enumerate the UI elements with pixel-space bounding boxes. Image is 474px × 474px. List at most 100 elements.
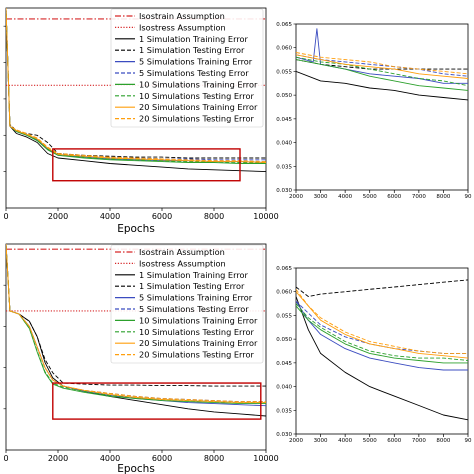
plot-area [296,279,468,421]
series-5-simulations-training-error [296,300,468,371]
x-tick-label: 4000 [338,194,352,200]
x-tick-label: 8000 [436,438,450,444]
legend-label: 10 Simulations Training Error [139,79,258,89]
series-20-simulations-testing-error [296,289,468,354]
y-tick-label: 0.045 [276,117,292,123]
plot-frame [5,7,267,209]
chart-panel-top-zoom: 2000 3000 4000 5000 6000 7000 8000 90 0.030 0.035… [276,22,472,200]
series-5-simulations-testing-error [296,300,468,354]
series-20-simulations-testing-error [6,244,266,403]
x-tick-label: 2000 [289,194,303,200]
series-5-simulations-testing-error [296,54,468,77]
legend-label: 20 Simulations Testing Error [139,350,254,360]
chart-panel-top-main: 0 2000 4000 6000 8000 10000 Epochs Isostrain As… [3,7,279,235]
series-10-simulations-testing-error [6,244,266,404]
series-10-simulations-testing-error [296,56,468,87]
x-tick-label: 4000 [338,438,352,444]
y-tick-label: 0.050 [276,337,292,343]
x-tick-label: 8000 [204,212,224,221]
y-tick-label: 0.060 [276,46,292,52]
legend-box [110,244,264,364]
legend-label: 5 Simulations Training Error [139,57,253,67]
x-tick-label: 90 [465,194,472,200]
x-tick-label: 3000 [314,194,328,200]
plot-frame [295,23,469,191]
legend-label: 5 Simulations Training Error [139,293,253,303]
y-tick-label: 0.040 [276,385,292,391]
zoom-region-box [52,382,262,420]
legend-label: 1 Simulation Testing Error [139,45,245,55]
x-tick-label: 2000 [289,438,303,444]
legend-label: 20 Simulations Training Error [139,338,258,348]
x-tick-label: 6000 [152,454,172,463]
y-tick-label: 0.055 [276,313,292,319]
x-tick-label: 10000 [253,212,278,221]
x-tick-label: 3000 [314,438,328,444]
legend-box [110,8,264,128]
series-1-simulation-testing-error [296,59,468,70]
x-tick-label: 8000 [204,454,224,463]
plot-area [296,28,468,101]
plot-frame [295,267,469,435]
series-20-simulations-training-error [296,291,468,359]
series-20-simulations-testing-error [6,8,266,163]
legend-label: 5 Simulations Testing Error [139,304,249,314]
x-tick-label: 0 [3,454,8,463]
legend-label: 1 Simulation Training Error [139,270,249,280]
legend-label: Isostress Assumption [139,258,226,268]
y-tick-label: 0.065 [276,22,292,28]
y-tick-label: 0.065 [276,266,292,272]
x-tick-label: 7000 [412,438,426,444]
series-5-simulations-training-error [296,28,468,84]
x-tick-label: 2000 [48,212,68,221]
series-1-simulation-training-error [296,70,468,101]
plot-frame [5,243,267,451]
legend-label: 1 Simulation Training Error [139,34,249,44]
x-tick-label: 5000 [363,194,377,200]
series-10-simulations-training-error [296,59,468,91]
legend-label: Isostrain Assumption [139,11,225,21]
x-tick-label: 6000 [387,194,401,200]
series-20-simulations-training-error [6,8,266,163]
x-tick-label: 6000 [152,212,172,221]
legend-label: 20 Simulations Testing Error [139,114,254,124]
y-tick-label: 0.050 [276,93,292,99]
legend-label: 1 Simulation Testing Error [139,281,245,291]
x-tick-label: 10000 [253,454,278,463]
x-tick-label: 5000 [363,438,377,444]
x-tick-label: 4000 [100,454,120,463]
chart-panel-bottom-main: 0 2000 4000 6000 8000 10000 Epochs Isostrain As… [3,243,279,474]
x-tick-label: 4000 [100,212,120,221]
legend-label: 10 Simulations Testing Error [139,91,254,101]
y-tick-label: 0.060 [276,290,292,296]
series-10-simulations-training-error [6,8,266,164]
x-tick-label: 8000 [436,194,450,200]
y-tick-label: 0.055 [276,69,292,75]
legend-label: 5 Simulations Testing Error [139,68,249,78]
series-1-simulation-training-error [6,8,266,173]
x-tick-label: 90 [465,438,472,444]
series-10-simulations-training-error [296,305,468,364]
y-tick-label: 0.035 [276,408,292,414]
series-1-simulation-training-error [296,296,468,421]
series-1-simulation-testing-error [296,279,468,297]
series-20-simulations-testing-error [296,52,468,75]
x-tick-label: 2000 [48,454,68,463]
x-tick-label: 0 [3,212,8,221]
y-tick-label: 0.030 [276,188,292,194]
chart-panel-bottom-zoom: 2000 3000 4000 5000 6000 7000 8000 90 0.030 0.035… [276,266,472,444]
x-axis-label: Epochs [117,463,155,474]
y-tick-label: 0.040 [276,141,292,147]
series-10-simulations-testing-error [296,303,468,361]
y-tick-label: 0.045 [276,361,292,367]
x-axis-label: Epochs [117,223,155,235]
series-20-simulations-training-error [296,54,468,79]
y-tick-label: 0.030 [276,432,292,438]
x-tick-label: 7000 [412,194,426,200]
legend-label: 20 Simulations Training Error [139,102,258,112]
legend-label: Isostress Assumption [139,22,226,32]
y-tick-label: 0.035 [276,164,292,170]
